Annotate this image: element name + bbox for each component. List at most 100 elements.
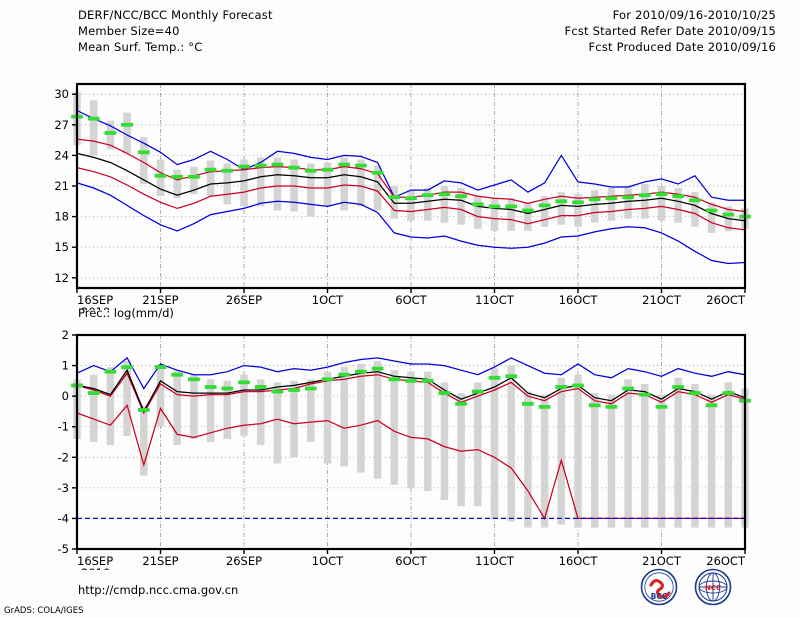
member-spread-bar <box>457 188 465 225</box>
member-spread-bar <box>273 382 282 464</box>
page-title: DERF/NCC/BCC Monthly Forecast <box>78 8 273 22</box>
x-axis-label: 1OCT <box>312 554 344 568</box>
median-marker <box>154 173 167 178</box>
member-spread-bar <box>423 371 432 491</box>
series-line-mean <box>76 152 746 222</box>
median-marker <box>221 168 234 173</box>
median-marker <box>471 389 484 394</box>
member-spread-bar <box>724 382 733 528</box>
median-marker <box>321 377 334 382</box>
median-marker <box>522 401 534 406</box>
x-axis-year-label: 2010 <box>81 566 110 570</box>
y-axis-label: 27 <box>54 118 69 132</box>
median-marker <box>722 391 735 395</box>
member-spread-bar <box>206 379 215 442</box>
source-url[interactable]: http://cmdp.ncc.cma.gov.cn <box>78 583 239 597</box>
median-marker <box>121 122 133 127</box>
x-axis-label: 26SEP <box>226 293 262 307</box>
member-spread-bar <box>624 186 632 219</box>
median-marker <box>421 193 434 198</box>
member-spread-bar <box>357 159 365 207</box>
median-marker <box>137 408 150 412</box>
member-spread-bar <box>557 377 566 525</box>
member-spread-bar <box>540 196 549 227</box>
series-line-lower_quartile <box>76 166 746 231</box>
median-marker <box>655 192 668 197</box>
member-spread-bar <box>323 162 332 207</box>
member-spread-bar <box>190 166 198 195</box>
median-marker <box>288 165 300 170</box>
median-marker <box>254 163 267 168</box>
produced-date-label: Fcst Produced Date 2010/09/16 <box>588 40 776 54</box>
x-axis-label: 6OCT <box>395 554 427 568</box>
refer-date-label: Fcst Started Refer Date 2010/09/15 <box>564 24 776 38</box>
member-spread-bar <box>457 393 465 507</box>
median-marker <box>355 163 367 168</box>
median-marker <box>154 365 167 369</box>
median-marker <box>705 208 718 213</box>
y-axis-label: -2 <box>58 450 69 464</box>
member-spread-bar <box>657 394 666 528</box>
member-spread-bar <box>540 394 549 528</box>
member-spread-bar <box>590 190 599 223</box>
median-marker <box>188 174 200 179</box>
svg-text:NCC: NCC <box>705 584 721 592</box>
x-axis-label: 21SEP <box>142 293 178 307</box>
member-spread-bar <box>89 100 98 156</box>
median-marker <box>288 388 300 392</box>
member-spread-bar <box>340 367 348 467</box>
median-marker <box>605 196 618 201</box>
median-marker <box>238 380 250 385</box>
member-spread-bar <box>574 194 582 227</box>
y-axis-label: 21 <box>54 179 69 193</box>
median-marker <box>538 203 551 208</box>
member-spread-bar <box>106 367 115 446</box>
member-spread-bar <box>524 391 532 528</box>
x-axis-label: 21OCT <box>642 293 682 307</box>
median-marker <box>555 199 568 204</box>
member-spread-bar <box>407 371 415 488</box>
median-marker <box>655 404 668 409</box>
median-marker <box>338 372 351 377</box>
median-marker <box>171 174 184 179</box>
median-marker <box>622 386 634 391</box>
member-spread-bar <box>707 394 716 528</box>
member-spread-bar <box>123 112 131 154</box>
median-marker <box>471 202 484 207</box>
member-spread-bar <box>106 120 115 150</box>
median-marker <box>622 195 634 200</box>
median-marker <box>405 196 417 201</box>
median-marker <box>689 391 701 395</box>
median-marker <box>588 403 601 408</box>
median-marker <box>204 167 217 172</box>
member-spread-bar <box>440 186 449 223</box>
forecast-period-label: For 2010/09/16-2010/10/25 <box>612 8 776 22</box>
member-spread-bar <box>140 137 148 184</box>
y-axis-label: 30 <box>54 87 69 101</box>
member-spread-bar <box>256 157 265 207</box>
member-spread-bar <box>607 394 616 528</box>
median-marker <box>388 195 401 200</box>
member-spread-bar <box>206 160 215 197</box>
x-axis-label: 1OCT <box>312 293 344 307</box>
median-marker <box>522 208 534 213</box>
median-marker <box>321 167 334 172</box>
precipitation-chart: 2 1 0 -1 -2 -3 -4 -5 16SEP 21SEP 26SEP 1OCT 6OCT 11OC… <box>58 328 751 570</box>
median-marker <box>488 375 501 380</box>
median-marker <box>689 198 701 203</box>
median-marker <box>538 404 551 409</box>
x-axis-label: 21SEP <box>142 554 178 568</box>
median-marker <box>505 204 518 209</box>
member-spread-bar <box>474 382 482 507</box>
member-spread-bar <box>557 192 566 225</box>
median-marker <box>638 392 651 397</box>
member-spread-bar <box>674 377 682 528</box>
median-marker <box>137 150 150 155</box>
y-axis-label: 15 <box>54 240 69 254</box>
member-spread-bar <box>691 192 699 227</box>
svg-text:BCC: BCC <box>651 592 668 601</box>
median-marker <box>572 383 584 388</box>
x-axis-label: 26OCT <box>706 554 746 568</box>
series-line-max <box>76 356 746 390</box>
member-spread-bar <box>307 163 315 217</box>
